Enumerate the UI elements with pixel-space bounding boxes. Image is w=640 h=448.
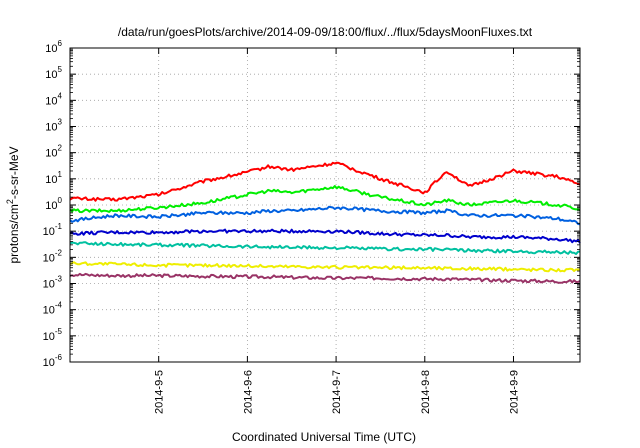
x-tick-label: 2014-9-7 bbox=[331, 370, 343, 414]
y-tick-label: 10-6 bbox=[43, 353, 63, 369]
y-tick-label: 10-5 bbox=[43, 327, 63, 343]
y-tick-label: 10-2 bbox=[43, 248, 63, 264]
x-tick-label: 2014-9-9 bbox=[508, 370, 520, 414]
y-axis-label: protons/cm2-s-sr-MeV bbox=[5, 146, 21, 263]
series-line bbox=[69, 205, 581, 226]
y-tick-label: 100 bbox=[45, 196, 62, 212]
y-tick-labels: 10-6 10-5 10-4 10-3 10-2 10-1 100 101 102 103 104 1… bbox=[43, 39, 63, 369]
x-tick-label: 2014-9-5 bbox=[154, 370, 166, 414]
series-line bbox=[69, 185, 581, 214]
series-line bbox=[69, 261, 581, 273]
y-tick-label: 10-1 bbox=[43, 222, 63, 238]
grid bbox=[70, 48, 580, 362]
y-tick-label: 101 bbox=[45, 170, 62, 186]
axes bbox=[69, 47, 581, 363]
y-tick-label: 104 bbox=[45, 91, 62, 107]
series-line bbox=[69, 272, 581, 284]
series-line bbox=[69, 228, 581, 244]
series-line bbox=[69, 241, 581, 255]
series-line bbox=[69, 161, 581, 202]
y-tick-label: 10-4 bbox=[43, 301, 63, 317]
y-tick-label: 106 bbox=[45, 39, 62, 55]
x-tick-label: 2014-9-6 bbox=[242, 370, 254, 414]
x-tick-labels: 2014-9-5 2014-9-6 2014-9-7 2014-9-8 2014-9-9 bbox=[154, 370, 521, 414]
y-tick-label: 103 bbox=[45, 118, 62, 134]
plot-frame bbox=[69, 47, 581, 363]
y-tick-label: 105 bbox=[45, 65, 62, 81]
y-tick-label: 102 bbox=[45, 144, 62, 160]
y-tick-label: 10-3 bbox=[43, 275, 63, 291]
chart-title: /data/run/goesPlots/archive/2014-09-09/1… bbox=[118, 25, 533, 39]
x-tick-label: 2014-9-8 bbox=[420, 370, 432, 414]
x-axis-label: Coordinated Universal Time (UTC) bbox=[232, 430, 416, 444]
series-layer bbox=[69, 161, 581, 284]
